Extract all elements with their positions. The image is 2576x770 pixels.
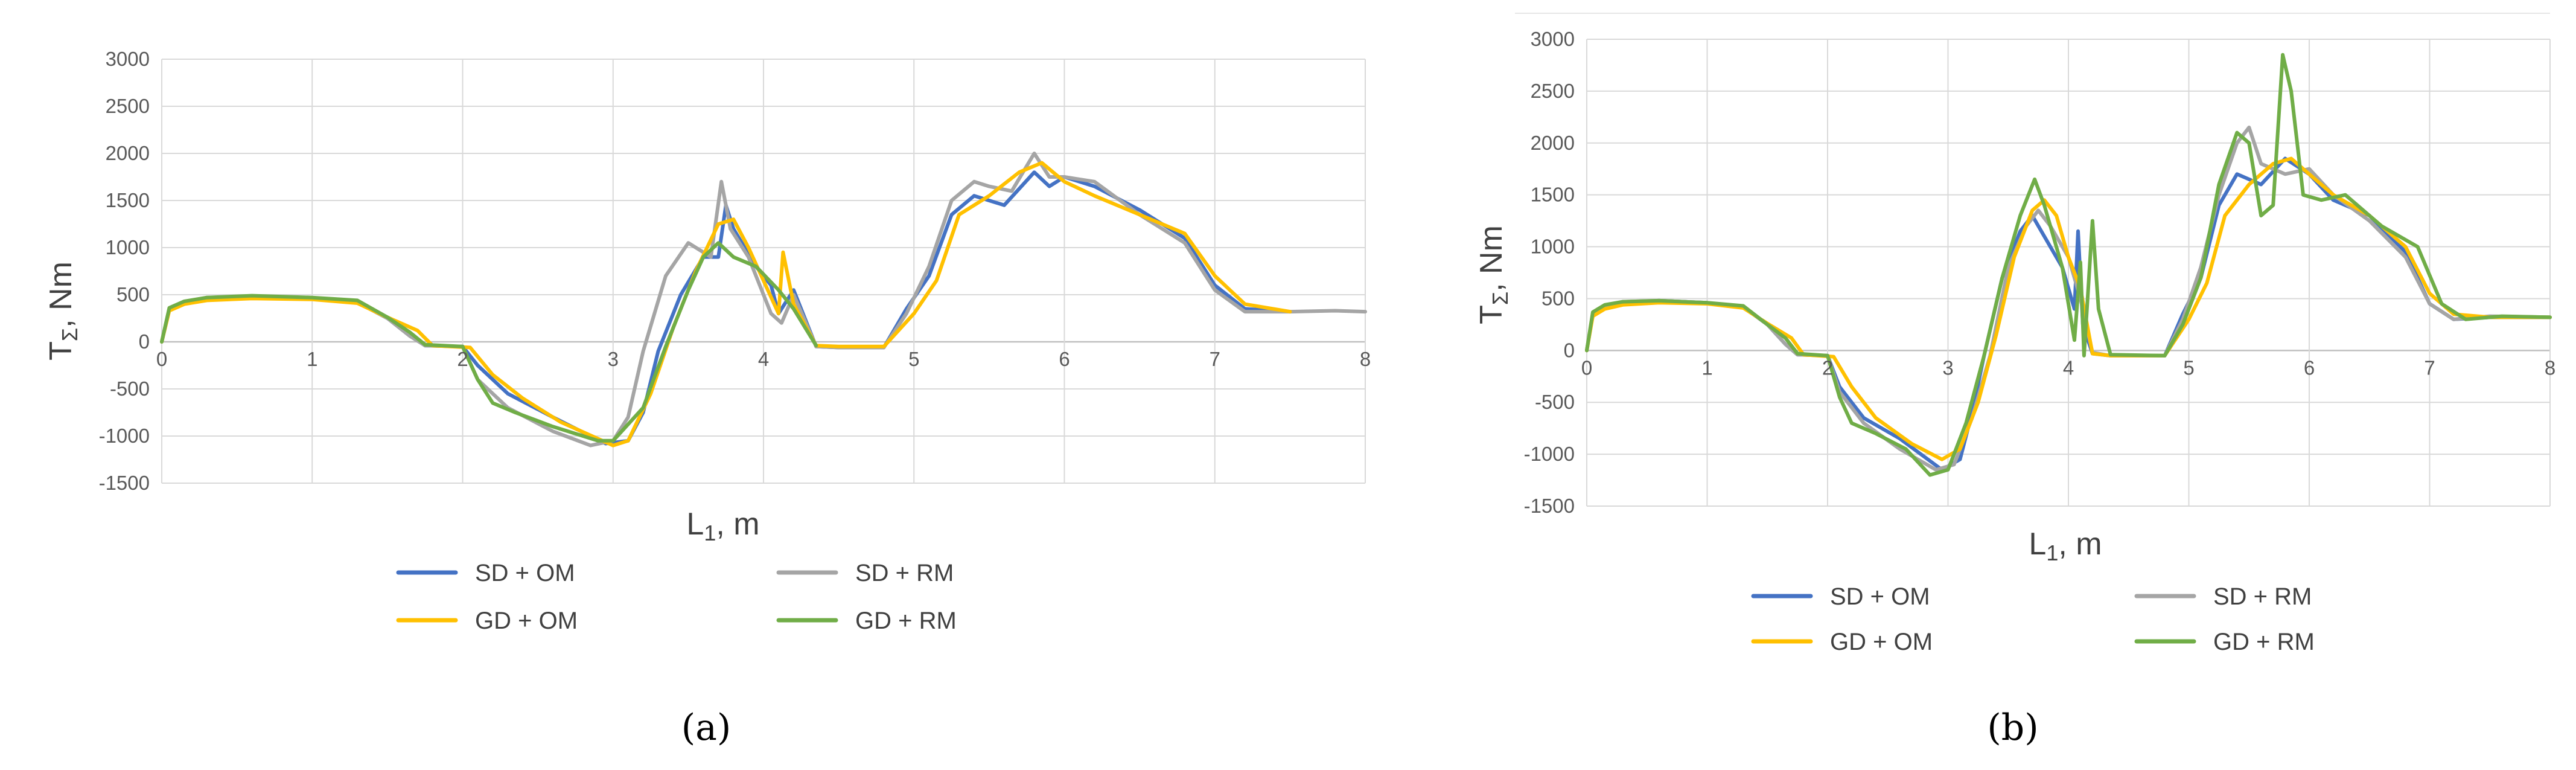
x-tick-label: 7 <box>2424 356 2435 379</box>
x-tick-label: 8 <box>2545 356 2555 379</box>
x-tick-label: 4 <box>758 348 769 370</box>
y-tick-label: -500 <box>110 377 150 400</box>
x-tick-label: 2 <box>1822 356 1833 379</box>
y-tick-label: 500 <box>1541 287 1575 309</box>
y-tick-label: -1500 <box>99 472 150 494</box>
y-tick-label: 1500 <box>106 189 150 211</box>
y-tick-label: 2000 <box>1531 132 1575 154</box>
series-line-gd-rm <box>160 241 818 443</box>
chart-panel-b: -1500 -1000 -500 0 500 1000 1500 2000 2500 3000 0… <box>1474 13 2555 749</box>
x-axis-title-a: L1, m <box>686 507 759 545</box>
y-tick-label: -1500 <box>1524 495 1575 517</box>
legend-label: GD + OM <box>475 608 578 634</box>
grid-a <box>161 59 1366 484</box>
x-tick-label: 5 <box>908 348 919 370</box>
grid-b <box>1586 39 2551 507</box>
panel-label-b: (b) <box>1987 707 2038 749</box>
y-tick-label: -500 <box>1535 391 1575 413</box>
y-tick-label: 500 <box>116 283 150 306</box>
y-tick-label: 0 <box>139 330 150 353</box>
y-tick-label: 2500 <box>106 95 150 117</box>
y-tick-labels-b: -1500 -1000 -500 0 500 1000 1500 2000 2500 3000 <box>1524 28 1575 517</box>
x-tick-label: 6 <box>2304 356 2315 379</box>
y-tick-label: 1000 <box>106 236 150 258</box>
series-line-sd-rm <box>160 152 1367 448</box>
x-tick-label: 1 <box>307 348 317 370</box>
x-tick-label: 8 <box>1360 348 1371 370</box>
legend-label: GD + RM <box>855 608 957 634</box>
x-tick-label: 7 <box>1210 348 1220 370</box>
y-tick-label: 1000 <box>1531 236 1575 258</box>
x-axis-title-b: L1, m <box>2029 527 2102 565</box>
x-tick-labels-a: 0 1 2 3 4 5 6 7 8 <box>156 348 1371 370</box>
x-tick-labels-b: 0 1 2 3 4 5 6 7 8 <box>1581 356 2555 379</box>
y-tick-label: -1000 <box>99 425 150 447</box>
legend-a: SD + OM SD + RM GD + OM GD + RM <box>396 560 957 634</box>
x-tick-label: 4 <box>2063 356 2074 379</box>
x-tick-label: 6 <box>1059 348 1070 370</box>
x-tick-label: 0 <box>156 348 167 370</box>
x-tick-label: 1 <box>1701 356 1712 379</box>
y-axis-title-a: TΣ, Nm <box>43 261 82 361</box>
y-axis-title-b: TΣ, Nm <box>1474 225 1513 324</box>
panel-label-a: (a) <box>681 707 732 749</box>
y-tick-label: 1500 <box>1531 184 1575 206</box>
series-line-gd-rm <box>1585 53 2552 477</box>
y-tick-labels-a: -1500 -1000 -500 0 500 1000 1500 2000 2500 3000 <box>99 48 150 494</box>
legend-label: GD + OM <box>1830 629 1933 655</box>
x-tick-label: 0 <box>1581 356 1592 379</box>
chart-panel-a: -1500 -1000 -500 0 500 1000 1500 2000 2500 3000 0… <box>43 48 1371 749</box>
legend-label: SD + OM <box>475 560 575 586</box>
x-tick-label: 3 <box>1942 356 1953 379</box>
series-lines-b <box>1585 53 2552 477</box>
y-tick-label: -1000 <box>1524 443 1575 465</box>
y-tick-label: 2000 <box>106 142 150 164</box>
legend-label: SD + RM <box>2213 583 2312 610</box>
x-tick-label: 3 <box>608 348 619 370</box>
x-tick-label: 2 <box>457 348 468 370</box>
x-tick-label: 5 <box>2183 356 2194 379</box>
legend-b: SD + OM SD + RM GD + OM GD + RM <box>1751 583 2315 655</box>
legend-label: SD + OM <box>1830 583 1930 610</box>
y-tick-label: 0 <box>1564 339 1575 361</box>
y-tick-label: 3000 <box>106 48 150 70</box>
y-tick-label: 2500 <box>1531 80 1575 102</box>
legend-label: GD + RM <box>2213 629 2315 655</box>
y-tick-label: 3000 <box>1531 28 1575 50</box>
series-lines-a <box>160 152 1367 448</box>
legend-label: SD + RM <box>855 560 954 586</box>
